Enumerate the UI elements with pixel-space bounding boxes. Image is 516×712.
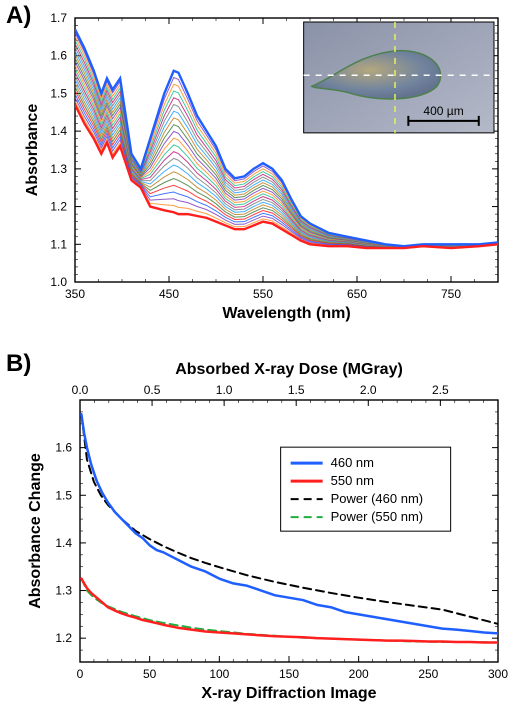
svg-text:150: 150 (279, 667, 299, 681)
svg-text:550 nm: 550 nm (331, 473, 374, 488)
panel-b-chart: 1.2 1.3 1.4 1.5 1.6 0 50 100 150 200 250 300 0.0 0.5 1… (20, 352, 510, 708)
svg-text:0.0: 0.0 (72, 383, 89, 397)
svg-text:350: 350 (65, 287, 85, 301)
svg-text:Power (550 nm): Power (550 nm) (331, 509, 423, 524)
svg-text:100: 100 (209, 667, 229, 681)
svg-text:X-ray Diffraction Image: X-ray Diffraction Image (201, 685, 376, 702)
svg-text:Absorbance Change: Absorbance Change (27, 453, 44, 609)
svg-text:450: 450 (159, 287, 179, 301)
svg-text:1.2: 1.2 (50, 200, 67, 214)
svg-text:50: 50 (143, 667, 157, 681)
svg-text:1.0: 1.0 (216, 383, 233, 397)
svg-text:1.3: 1.3 (55, 584, 72, 598)
svg-text:200: 200 (349, 667, 369, 681)
svg-text:250: 250 (418, 667, 438, 681)
svg-text:400 µm: 400 µm (423, 104, 463, 118)
svg-text:2.5: 2.5 (432, 383, 449, 397)
svg-text:1.6: 1.6 (50, 49, 67, 63)
inset-crystal-photo: 400 µm (304, 22, 494, 133)
svg-text:460 nm: 460 nm (331, 455, 374, 470)
svg-text:1.2: 1.2 (55, 631, 72, 645)
svg-text:1.4: 1.4 (55, 536, 72, 550)
svg-text:1.4: 1.4 (50, 124, 67, 138)
svg-text:550: 550 (253, 287, 273, 301)
svg-text:Power (460 nm): Power (460 nm) (331, 491, 423, 506)
svg-text:300: 300 (488, 667, 508, 681)
svg-text:Absorbance: Absorbance (24, 104, 41, 197)
panel-a-chart: 1.01.11.21.31.41.51.61.7350450550650750W… (20, 4, 510, 324)
svg-text:0: 0 (77, 667, 84, 681)
svg-text:1.1: 1.1 (50, 237, 67, 251)
svg-text:650: 650 (347, 287, 367, 301)
svg-text:Wavelength (nm): Wavelength (nm) (222, 305, 350, 322)
svg-text:1.6: 1.6 (55, 441, 72, 455)
svg-text:1.3: 1.3 (50, 162, 67, 176)
svg-text:0.5: 0.5 (144, 383, 161, 397)
svg-text:Absorbed X-ray Dose (MGray): Absorbed X-ray Dose (MGray) (175, 361, 403, 378)
svg-text:1.5: 1.5 (50, 86, 67, 100)
svg-text:1.5: 1.5 (288, 383, 305, 397)
svg-text:2.0: 2.0 (360, 383, 377, 397)
svg-text:1.5: 1.5 (55, 488, 72, 502)
svg-text:750: 750 (441, 287, 461, 301)
svg-text:1.7: 1.7 (50, 11, 67, 25)
